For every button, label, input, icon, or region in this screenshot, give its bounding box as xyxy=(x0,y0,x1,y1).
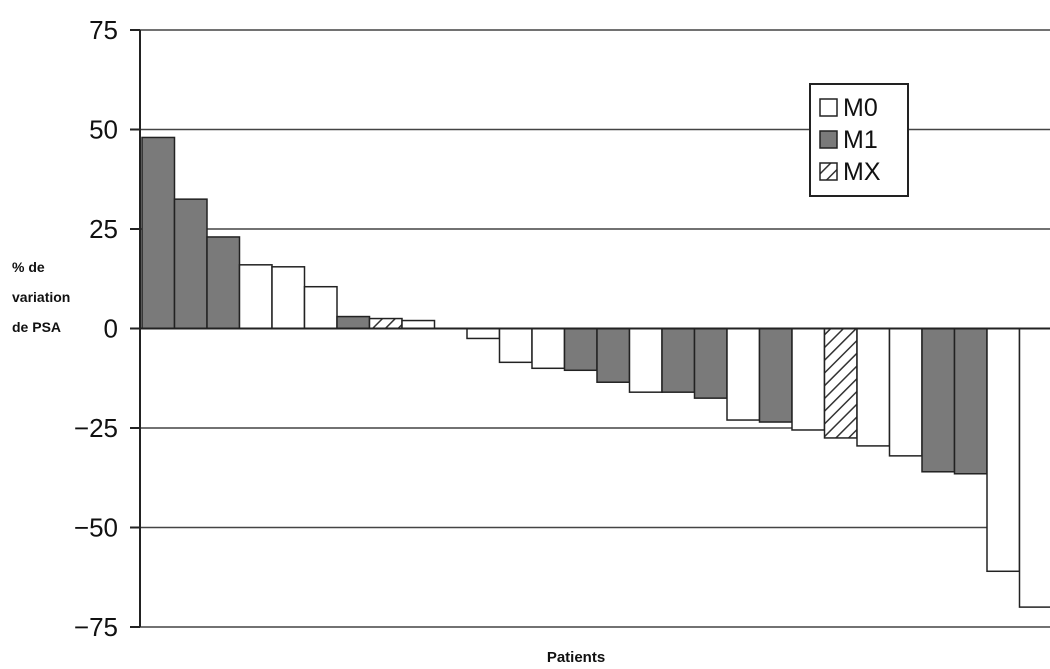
bar-m1 xyxy=(953,327,988,475)
bar-m0 xyxy=(466,327,501,340)
legend-label-mx: MX xyxy=(843,158,881,186)
bar-m0 xyxy=(238,264,273,330)
bar-m1 xyxy=(661,327,696,393)
bar-m0 xyxy=(1018,327,1050,608)
bar-m1 xyxy=(563,327,598,372)
y-axis-label: % de variation de PSA xyxy=(12,259,70,335)
bar-mx xyxy=(823,327,858,439)
y-tick-label: 25 xyxy=(89,214,118,244)
bar-m1 xyxy=(336,315,371,330)
bar-m0 xyxy=(401,319,436,330)
bar-mx xyxy=(368,317,403,330)
bar-m0 xyxy=(791,327,826,431)
legend-swatch-m0 xyxy=(819,98,838,117)
legend-label-m1: M1 xyxy=(843,126,878,154)
bar-m0 xyxy=(856,327,891,447)
bar-m1 xyxy=(693,327,728,399)
bar-m1 xyxy=(141,136,176,330)
bar-m0 xyxy=(531,327,566,370)
y-axis-label-line: % de xyxy=(12,259,45,275)
bars xyxy=(141,136,1050,608)
bar-m0 xyxy=(498,327,533,364)
y-axis-label-line: variation xyxy=(12,289,70,305)
bar-m0 xyxy=(888,327,923,457)
y-tick-label: −25 xyxy=(74,413,118,443)
bar-m1 xyxy=(173,198,208,330)
bar-m1 xyxy=(596,327,631,383)
bar-m1 xyxy=(921,327,956,473)
bar-m1 xyxy=(206,236,241,330)
y-tick-label: 50 xyxy=(89,115,118,145)
y-axis: 75 50 25 0 −25 −50 −75 xyxy=(74,15,141,642)
legend: M0 M1 MX xyxy=(809,83,909,197)
legend-label-m0: M0 xyxy=(843,94,878,122)
bar-m0 xyxy=(628,327,663,393)
gridlines xyxy=(140,29,1050,628)
y-tick-label: 75 xyxy=(89,15,118,45)
y-axis-label-line: de PSA xyxy=(12,319,61,335)
bar-m1 xyxy=(758,327,793,423)
y-tick-label: −50 xyxy=(74,513,118,543)
bar-m0 xyxy=(726,327,761,421)
bar-m0 xyxy=(271,266,306,330)
legend-swatch-m1 xyxy=(819,130,838,149)
y-tick-label: 0 xyxy=(104,314,118,344)
x-axis-label: Patients xyxy=(547,649,605,666)
legend-swatch-mx xyxy=(819,162,838,181)
bar-m0 xyxy=(986,327,1021,573)
y-tick-label: −75 xyxy=(74,612,118,642)
bar-m0 xyxy=(303,285,338,330)
